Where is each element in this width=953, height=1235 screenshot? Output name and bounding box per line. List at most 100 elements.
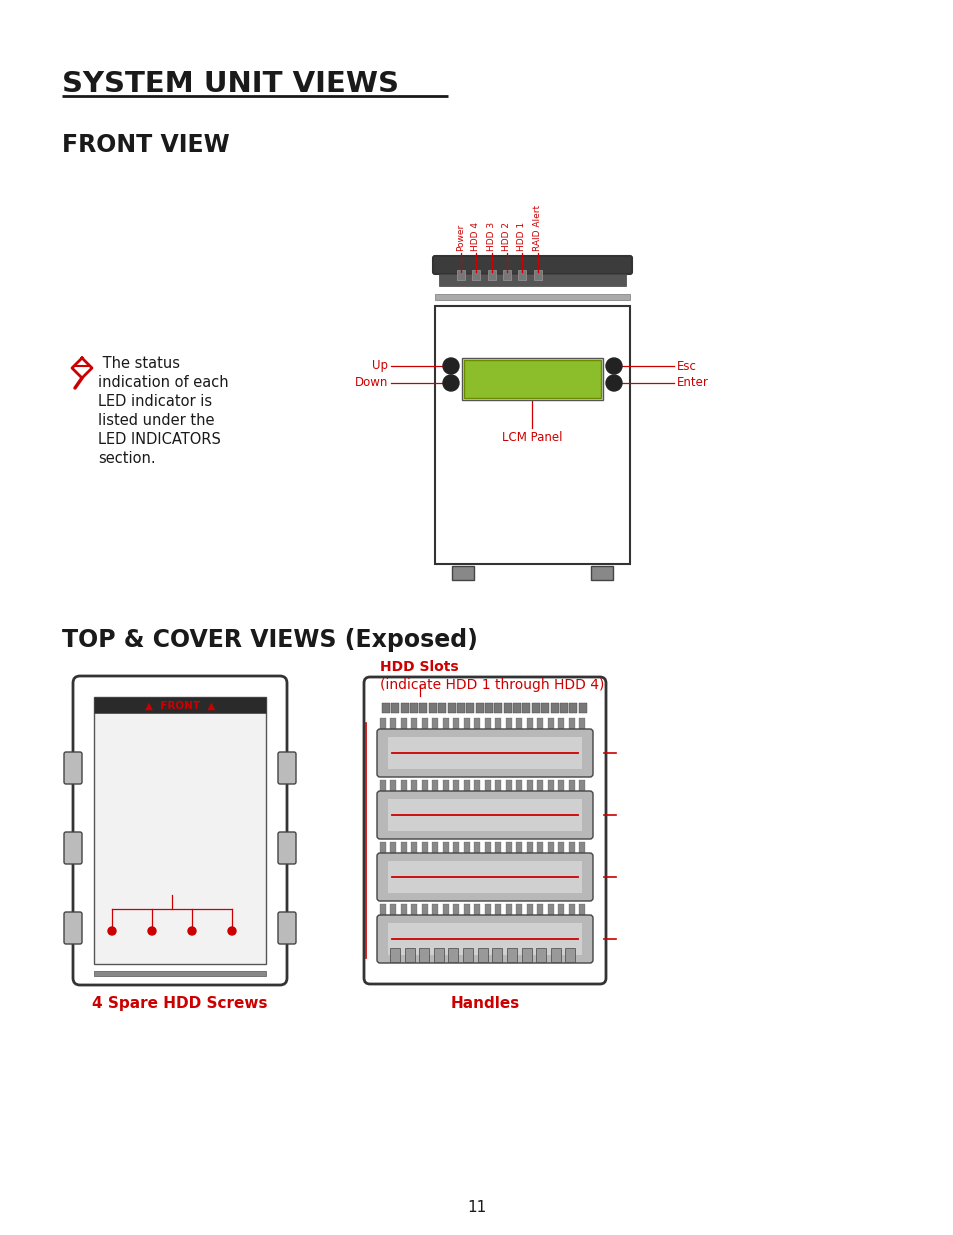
Bar [503,703,511,713]
Text: 11: 11 [467,1200,486,1215]
Bar [558,842,564,853]
FancyBboxPatch shape [364,677,605,984]
Bar [400,781,407,792]
Bar [435,306,629,564]
Bar [476,703,483,713]
Text: LED INDICATORS: LED INDICATORS [98,432,221,447]
Bar [522,703,530,713]
Bar [453,842,459,853]
Bar [418,948,429,962]
Bar [474,718,480,730]
Bar [578,904,585,916]
Text: The status: The status [98,356,180,370]
Text: Enter: Enter [677,377,708,389]
Bar [484,781,491,792]
Bar [447,703,456,713]
Bar [494,703,502,713]
Bar [434,948,443,962]
FancyBboxPatch shape [73,676,287,986]
Bar [463,842,470,853]
Bar [495,904,501,916]
Bar [492,948,502,962]
Text: HDD 3: HDD 3 [487,222,496,251]
Text: HDD Slots: HDD Slots [379,659,458,674]
Bar [400,904,407,916]
Bar [547,781,554,792]
Bar [537,718,543,730]
Bar [388,923,581,955]
Text: LCM Panel: LCM Panel [501,431,562,445]
Bar [526,781,533,792]
Bar [463,718,470,730]
Bar [94,697,266,713]
Bar [590,566,613,580]
Circle shape [605,375,621,391]
Text: HDD 2: HDD 2 [502,222,511,251]
Bar [578,781,585,792]
Bar [516,904,522,916]
Bar [466,703,474,713]
Text: TOP & COVER VIEWS (Exposed): TOP & COVER VIEWS (Exposed) [62,629,477,652]
Bar [474,904,480,916]
FancyBboxPatch shape [433,256,631,274]
Bar [411,781,417,792]
Bar [540,703,549,713]
Text: LED indicator is: LED indicator is [98,394,212,409]
Bar [456,270,464,280]
Bar [442,904,449,916]
Bar [558,718,564,730]
FancyBboxPatch shape [64,911,82,944]
Text: HDD 1: HDD 1 [517,222,526,251]
FancyBboxPatch shape [277,832,295,864]
Bar [461,358,602,400]
Bar [547,842,554,853]
Bar [432,781,438,792]
Bar [438,274,625,287]
Bar [495,842,501,853]
Circle shape [148,927,156,935]
Bar [388,737,581,769]
Bar [435,294,629,300]
Bar [442,842,449,853]
Text: (indicate HDD 1 through HDD 4): (indicate HDD 1 through HDD 4) [379,678,604,692]
Bar [516,842,522,853]
Circle shape [228,927,235,935]
Bar [568,718,575,730]
Text: ▲  FRONT  ▲: ▲ FRONT ▲ [145,701,215,711]
FancyBboxPatch shape [64,752,82,784]
Bar [547,904,554,916]
Bar [537,781,543,792]
Bar [419,703,427,713]
Bar [400,842,407,853]
Circle shape [188,927,195,935]
Bar [390,781,396,792]
Bar [547,718,554,730]
Bar [453,718,459,730]
Text: listed under the: listed under the [98,412,214,429]
Bar [502,270,511,280]
Bar [578,842,585,853]
Bar [442,781,449,792]
Bar [94,697,266,965]
Bar [513,703,520,713]
Text: indication of each: indication of each [98,375,229,390]
Bar [565,948,575,962]
Bar [537,904,543,916]
FancyBboxPatch shape [277,911,295,944]
Bar [537,842,543,853]
Bar [463,781,470,792]
Bar [495,781,501,792]
Bar [505,718,512,730]
Bar [472,270,479,280]
Bar [421,781,428,792]
Bar [432,718,438,730]
Bar [437,703,446,713]
Bar [477,948,487,962]
FancyBboxPatch shape [376,853,593,902]
Bar [400,718,407,730]
Bar [453,904,459,916]
Bar [578,718,585,730]
Bar [390,904,396,916]
Bar [558,781,564,792]
Bar [448,948,458,962]
